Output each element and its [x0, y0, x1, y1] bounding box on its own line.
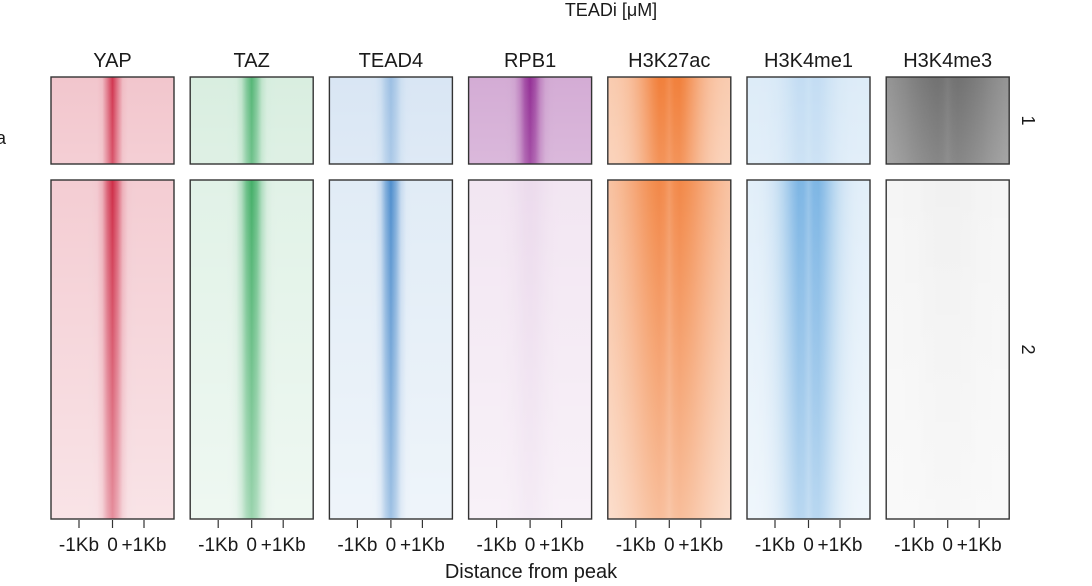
x-tick-label: -1Kb — [616, 535, 656, 556]
x-tick-label: 0 — [942, 535, 953, 556]
heatmap-border — [50, 179, 175, 520]
column-title: TEAD4 — [359, 50, 423, 72]
panel-label: a — [0, 128, 7, 148]
x-tick-label: +1Kb — [400, 535, 445, 556]
column-title: H3K27ac — [628, 50, 710, 72]
x-tick-label: -1Kb — [59, 535, 99, 556]
x-tick-label: 0 — [803, 535, 814, 556]
x-tick-label: +1Kb — [678, 535, 723, 556]
heatmap-fade — [886, 77, 1010, 164]
heatmap-fade — [468, 77, 592, 164]
x-tick-label: -1Kb — [894, 535, 934, 556]
heatmap-fade — [190, 180, 314, 519]
column-title: YAP — [93, 50, 132, 72]
heatmap-border — [885, 179, 1010, 520]
x-tick-label: 0 — [525, 535, 536, 556]
column-title: RPB1 — [504, 50, 556, 72]
column-title: H3K4me3 — [903, 50, 992, 72]
column-title: H3K4me1 — [764, 50, 853, 72]
x-tick-label: +1Kb — [261, 535, 306, 556]
x-tick-label: +1Kb — [539, 535, 584, 556]
x-tick-label: 0 — [107, 535, 118, 556]
x-tick-label: -1Kb — [198, 535, 238, 556]
x-tick-label: -1Kb — [337, 535, 377, 556]
x-tick-label: 0 — [246, 535, 257, 556]
heatmap-fade — [468, 180, 592, 519]
x-tick-label: +1Kb — [122, 535, 167, 556]
column-title: TAZ — [234, 50, 270, 72]
heatmap-fade — [886, 180, 1010, 519]
heatmap-fade — [747, 77, 870, 164]
chart-title: TEADi [μM] — [565, 0, 657, 20]
heatmap-fade — [190, 77, 314, 164]
heatmap-fade — [51, 77, 174, 164]
heatmap-border — [328, 76, 454, 165]
heatmap-fade — [329, 180, 453, 519]
heatmap-border — [189, 76, 314, 165]
heatmap-fade — [607, 180, 731, 519]
heatmap-fade — [51, 180, 174, 519]
heatmap-fade — [329, 77, 453, 164]
heatmap-border — [607, 76, 732, 165]
x-tick-label: 0 — [386, 535, 397, 556]
heatmap-border — [189, 179, 314, 520]
x-tick-label: +1Kb — [957, 535, 1002, 556]
heatmap-fade — [607, 77, 731, 164]
heatmap-border — [607, 179, 732, 520]
heatmap-border — [50, 76, 175, 165]
x-tick-label: -1Kb — [477, 535, 517, 556]
heatmap-border — [885, 76, 1010, 165]
heatmap-border — [328, 179, 454, 520]
x-tick-label: 0 — [664, 535, 675, 556]
heatmap-border — [746, 76, 871, 165]
heatmap-border — [467, 76, 593, 165]
heatmap-border — [467, 179, 593, 520]
x-axis-label: Distance from peak — [445, 561, 618, 583]
x-tick-label: +1Kb — [818, 535, 863, 556]
cluster-label: 1 — [1018, 115, 1038, 125]
heatmap-fade — [747, 180, 870, 519]
x-tick-label: -1Kb — [755, 535, 795, 556]
cluster-label: 2 — [1018, 344, 1038, 354]
heatmap-border — [746, 179, 871, 520]
